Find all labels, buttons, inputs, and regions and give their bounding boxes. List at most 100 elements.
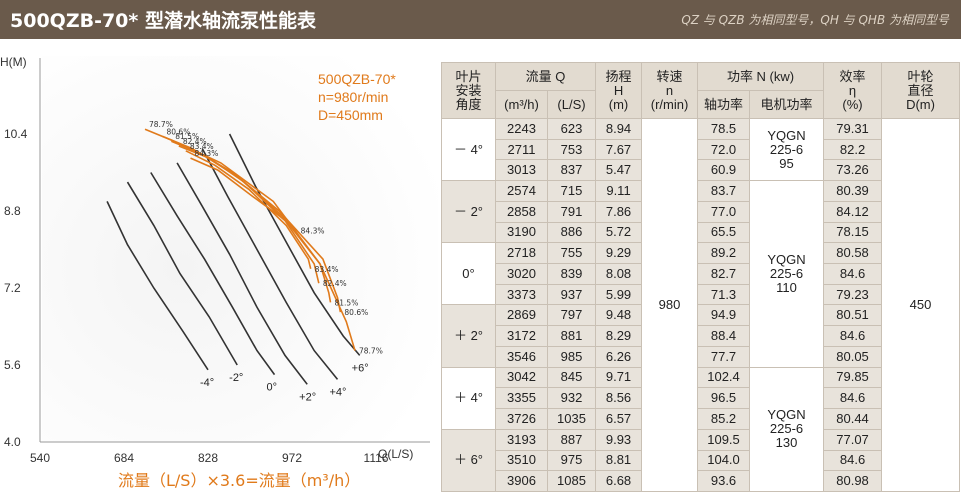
efficiency-cell: 79.23 [823,283,883,306]
flow-m3h-cell: 3373 [495,283,548,306]
shaft-power-cell: 78.5 [697,118,751,140]
shaft-power-cell: 77.7 [697,345,751,368]
blade-angle-cell: ＋ 6° [441,428,496,493]
performance-chart: 10.4 8.8 7.2 5.6 4.0 540 684 828 972 1116 H(M) Q… [0,46,440,493]
y-axis-name: H(M) [0,55,27,69]
head-cell: 6.26 [595,345,643,368]
shaft-power-cell: 102.4 [697,366,751,389]
x-tick-label: 828 [198,451,218,465]
blade-angle-label: +6° [352,362,369,374]
efficiency-cell: 80.39 [823,180,883,202]
flow-m3h-cell: 3042 [495,366,548,389]
efficiency-label-end: 83.4% [315,265,339,274]
efficiency-label-end: 82.4% [323,279,347,288]
shaft-power-cell: 96.5 [697,387,751,410]
table-row: ＋ 2° 2869 797 9.48 94.9 80.51 [441,304,960,368]
blade-angle-line [126,181,238,366]
efficiency-cell: 84.6 [823,387,883,410]
blade-angle-label: +4° [330,386,347,398]
flow-ls-cell: 932 [546,387,597,410]
flow-m3h-cell: 3726 [495,408,548,430]
efficiency-curve [178,145,320,284]
y-tick-label: 5.6 [4,358,21,372]
blade-angle-line [201,148,339,380]
head-cell: 6.57 [595,408,643,430]
table-row: 3726 1035 6.57 85.2 80.44 [442,408,960,430]
shaft-power-cell: 60.9 [697,159,751,182]
page-header: 500QZB-70* 型潜水轴流泵性能表 QZ 与 QZB 为相同型号，QH 与… [0,0,961,39]
blade-angle-cell: ＋ 4° [441,366,496,430]
head-cell: 9.29 [595,242,643,265]
motor-power-cell: YQGN 225-6 130 [749,366,825,493]
shaft-power-cell: 72.0 [697,138,751,161]
head-cell: 6.68 [595,470,643,492]
table-row: － 4° 2243 623 8.94 980 78.5 YQGN 225-6 95 79.31 45… [441,117,961,492]
efficiency-label-top: 80.6% [167,127,191,136]
performance-table: 叶片 安装 角度 流量 Q 扬程 H (m) 转速 n (r/min) 功率 N (kw) … [441,62,961,493]
flow-m3h-cell: 2718 [495,242,548,265]
table-row: 3355 932 8.56 96.5 84.6 [442,387,960,410]
table-row: 3546 985 6.26 77.7 80.05 [442,345,960,368]
shaft-power-cell: 65.5 [697,221,751,244]
flow-m3h-cell: 3546 [495,345,548,368]
table-row: 3020 839 8.08 82.7 84.6 [442,263,960,285]
table-row: 3906 1085 6.68 93.6 80.98 [442,470,960,492]
y-tick-label: 7.2 [4,281,21,295]
flow-m3h-cell: 3172 [495,325,548,347]
efficiency-cell: 80.51 [823,304,883,327]
flow-ls-cell: 975 [546,449,597,472]
flow-m3h-cell: 2869 [495,304,548,327]
header-flow: 流量 Q [494,62,597,91]
shaft-power-cell: 104.0 [697,449,751,472]
blade-angle-label: +2° [299,391,316,403]
shaft-power-cell: 88.4 [697,325,751,347]
header-power: 功率 N (kw) [697,62,825,91]
flow-m3h-cell: 3190 [495,221,548,244]
efficiency-label-top: 81.5% [175,132,199,141]
motor-power-cell: YQGN 225-6 110 [749,180,825,368]
efficiency-label-end: 80.6% [344,308,368,317]
efficiency-cell: 78.15 [823,221,883,244]
blade-angle-label: -4° [200,377,214,389]
head-cell: 9.48 [595,304,643,327]
efficiency-cell: 82.2 [823,138,883,161]
efficiency-curve [170,140,332,303]
header-flow-ls: (L/S) [546,90,597,119]
efficiency-curve [162,135,342,313]
flow-ls-cell: 881 [546,325,597,347]
flow-m3h-cell: 2243 [495,118,548,140]
flow-ls-cell: 985 [546,345,597,368]
efficiency-cell: 84.6 [823,263,883,285]
flow-m3h-cell: 3510 [495,449,548,472]
head-cell: 7.86 [595,200,643,223]
head-cell: 7.67 [595,138,643,161]
flow-conversion-note: 流量（L/S）×3.6=流量（m³/h） [118,471,360,490]
header-speed: 转速 n (r/min) [641,62,699,119]
efficiency-cell: 80.05 [823,345,883,368]
flow-m3h-cell: 3020 [495,263,548,285]
efficiency-cell: 73.26 [823,159,883,182]
blade-angle-cell: 0° [441,242,496,306]
blade-angle-line [106,201,209,371]
blade-angle-cell: － 4° [441,117,496,182]
blade-angle-label: -2° [229,372,243,384]
motor-power-cell: YQGN 225-6 95 [749,117,825,182]
flow-ls-cell: 937 [546,283,597,306]
blade-angle-cell: ＋ 2° [441,304,496,368]
shaft-power-cell: 71.3 [697,283,751,306]
x-tick-label: 972 [282,451,302,465]
table-row: 2858 791 7.86 77.0 84.12 [442,200,960,223]
shaft-power-cell: 94.9 [697,304,751,327]
x-axis-name: Q(L/S) [378,447,413,461]
shaft-power-cell: 77.0 [697,200,751,223]
efficiency-cell: 84.6 [823,449,883,472]
y-tick-label: 4.0 [4,435,21,449]
efficiency-curve [190,157,298,231]
efficiency-cell: 80.58 [823,242,883,265]
head-cell: 8.94 [595,118,643,140]
head-cell: 5.99 [595,283,643,306]
table-row: － 2° 2574 715 9.11 83.7 YQGN 225-6 110 80.39 [441,180,960,368]
header-efficiency: 效率 η (%) [823,62,883,119]
efficiency-cell: 84.6 [823,325,883,347]
flow-m3h-cell: 3906 [495,470,548,492]
